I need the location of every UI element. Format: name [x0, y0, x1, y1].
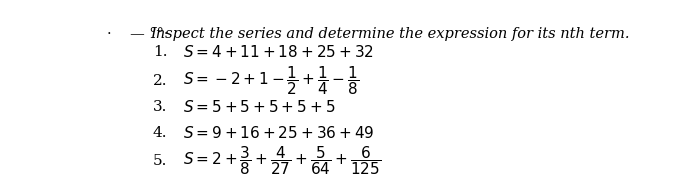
Text: $S = 2 + \dfrac{3}{8} + \dfrac{4}{27} + \dfrac{5}{64} + \dfrac{6}{125}$: $S = 2 + \dfrac{3}{8} + \dfrac{4}{27} + …: [183, 145, 382, 177]
Text: $S = 4 + 11 + 18 + 25 + 32$: $S = 4 + 11 + 18 + 25 + 32$: [183, 44, 374, 60]
Text: 3.: 3.: [153, 100, 167, 114]
Text: $S = -2 + 1 - \dfrac{1}{2} + \dfrac{1}{4} - \dfrac{1}{8}$: $S = -2 + 1 - \dfrac{1}{2} + \dfrac{1}{4…: [183, 64, 360, 97]
Text: $S = 5 + 5 + 5 + 5 + 5$: $S = 5 + 5 + 5 + 5 + 5$: [183, 99, 336, 115]
Text: ·    — °°·: · — °°·: [107, 27, 168, 41]
Text: $S = 9 + 16 + 25 + 36 + 49$: $S = 9 + 16 + 25 + 36 + 49$: [183, 125, 375, 141]
Text: 1.: 1.: [153, 45, 167, 59]
Text: 5.: 5.: [153, 154, 167, 168]
Text: 2.: 2.: [153, 74, 167, 88]
Text: Inspect the series and determine the expression for its nth term.: Inspect the series and determine the exp…: [150, 27, 630, 41]
Text: 4.: 4.: [153, 126, 167, 140]
